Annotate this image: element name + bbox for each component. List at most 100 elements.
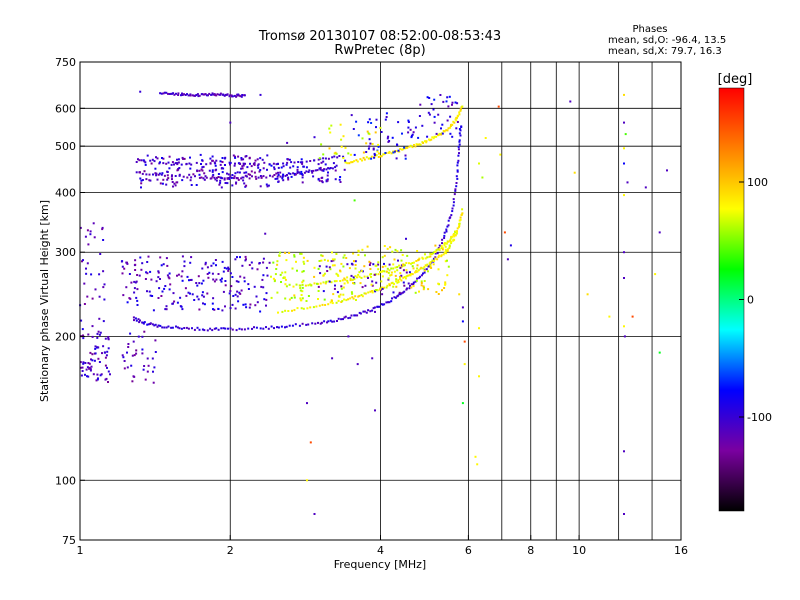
isolated-point: [481, 176, 484, 179]
cluster-point: [222, 167, 225, 170]
trace-point: [451, 123, 454, 126]
cluster-point: [339, 269, 341, 272]
cluster-point: [342, 135, 345, 138]
trace-point: [306, 307, 309, 310]
trace-point: [383, 270, 386, 273]
cluster-point: [338, 178, 341, 181]
cluster-point: [428, 97, 431, 99]
cluster-point: [98, 333, 101, 336]
trace-point: [461, 212, 464, 215]
trace-point: [319, 322, 322, 325]
cluster-point: [208, 169, 211, 172]
trace-point: [408, 287, 411, 290]
trace-point: [273, 174, 276, 176]
trace-point: [167, 161, 170, 164]
trace-point: [270, 325, 273, 328]
trace-point: [215, 94, 218, 97]
trace-point: [140, 159, 143, 162]
cluster-point: [175, 181, 178, 184]
trace-point: [425, 141, 428, 144]
trace-point: [175, 325, 177, 328]
cluster-point: [219, 181, 222, 184]
isolated-point: [623, 93, 625, 96]
trace-point: [165, 91, 168, 94]
trace-point: [431, 136, 434, 139]
cluster-point: [214, 259, 217, 261]
cluster-point: [370, 275, 372, 278]
cluster-point: [248, 264, 251, 266]
cluster-point: [386, 137, 389, 140]
trace-point: [235, 95, 238, 98]
trace-point: [356, 314, 359, 317]
cluster-point: [92, 222, 95, 225]
cluster-point: [372, 263, 375, 266]
trace-point: [443, 237, 446, 239]
cluster-point: [417, 258, 420, 261]
cluster-point: [446, 119, 449, 122]
trace-point: [219, 93, 222, 96]
trace-point: [321, 303, 324, 306]
cluster-point: [151, 357, 154, 360]
trace-point: [335, 280, 338, 283]
cluster-point: [451, 135, 454, 138]
trace-point: [393, 282, 395, 285]
x-tick-label: 2: [227, 544, 234, 557]
cluster-point: [410, 136, 413, 139]
cluster-point: [166, 274, 169, 277]
cluster-point: [155, 156, 157, 159]
trace-point: [219, 163, 222, 166]
cluster-point: [217, 176, 220, 178]
cluster-point: [293, 294, 296, 297]
trace-point: [355, 159, 358, 162]
cluster-point: [374, 290, 377, 293]
trace-point: [406, 274, 409, 277]
trace-point: [426, 256, 429, 259]
cluster-point: [136, 274, 139, 276]
cluster-point: [157, 270, 160, 273]
cluster-point: [250, 261, 253, 264]
cluster-point: [167, 177, 170, 180]
cluster-point: [91, 335, 94, 338]
trace-point: [458, 132, 461, 135]
cluster-point: [328, 266, 331, 269]
cluster-point: [377, 143, 380, 146]
cluster-point: [166, 171, 169, 173]
cluster-point: [441, 132, 444, 135]
cluster-point: [290, 175, 293, 178]
cluster-point: [387, 277, 390, 280]
cluster-point: [329, 131, 332, 134]
isolated-point: [463, 363, 466, 366]
cluster-point: [176, 162, 179, 165]
cluster-point: [84, 235, 87, 238]
cluster-point: [339, 123, 342, 126]
cluster-point: [369, 262, 372, 264]
trace-point: [440, 254, 443, 257]
cluster-point: [340, 145, 343, 148]
cluster-point: [400, 249, 403, 252]
cluster-point: [320, 254, 323, 257]
cluster-point: [368, 264, 371, 266]
trace-point: [163, 174, 166, 177]
cluster-point: [277, 173, 280, 176]
trace-point: [303, 171, 306, 174]
cluster-point: [456, 102, 459, 105]
trace-point: [347, 298, 350, 301]
trace-point: [415, 260, 418, 262]
cluster-point: [204, 175, 207, 178]
cluster-point: [200, 282, 203, 285]
y-tick-label: 600: [55, 102, 76, 115]
cluster-point: [86, 375, 88, 378]
cluster-point: [416, 264, 419, 267]
trace-point: [388, 301, 391, 304]
cluster-point: [420, 284, 423, 287]
cluster-point: [176, 274, 178, 277]
trace-point: [159, 324, 162, 327]
trace-point: [331, 320, 334, 323]
cluster-point: [89, 369, 92, 372]
trace-point: [456, 164, 459, 167]
cluster-point: [299, 284, 302, 287]
cluster-point: [422, 285, 425, 288]
trace-point: [186, 93, 188, 96]
cluster-point: [239, 163, 242, 165]
cluster-point: [392, 263, 395, 266]
